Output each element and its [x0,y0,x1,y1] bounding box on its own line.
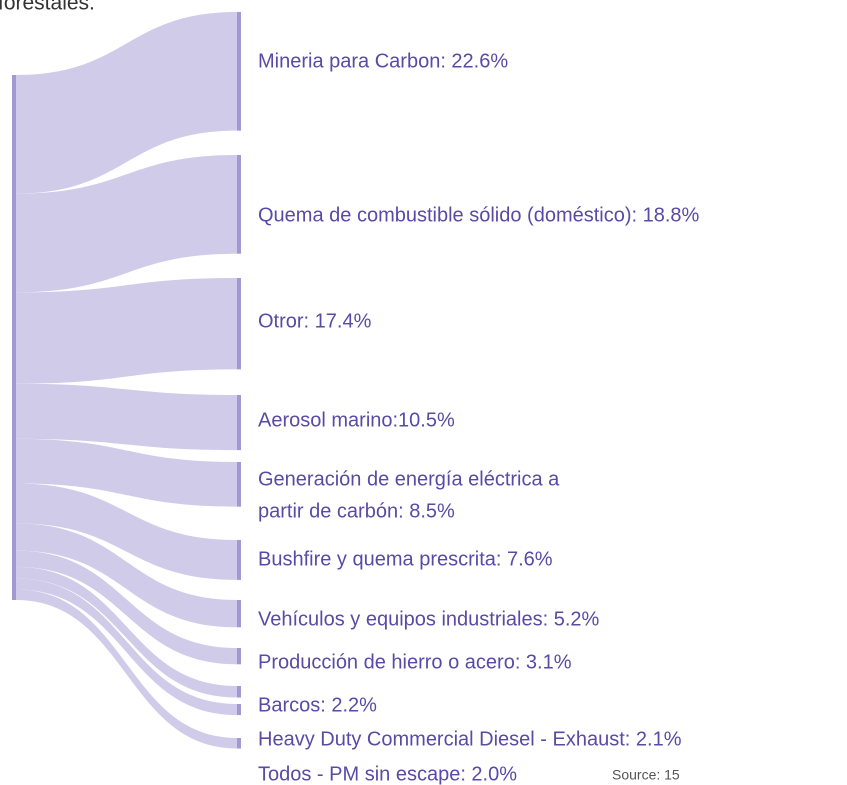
target-node [237,600,241,628]
node-label: Todos - PM sin escape: 2.0% [258,763,517,785]
node-label: Heavy Duty Commercial Diesel - Exhaust: … [258,728,682,750]
node-label: Barcos: 2.2% [258,694,377,716]
node-label: Producción de hierro o acero: 3.1% [258,651,572,673]
target-node [237,155,241,254]
flow [16,383,237,451]
target-node [237,704,241,716]
intro-text: forestales. [0,0,95,15]
flow [16,438,237,507]
flow [16,589,237,749]
node-label: Bushfire y quema prescrita: 7.6% [258,548,553,570]
flow [16,278,237,384]
target-node [237,278,241,370]
flow [16,550,237,665]
node-label: partir de carbón: 8.5% [258,500,455,522]
target-node [237,540,241,580]
flow [16,12,237,194]
flow [16,566,237,698]
node-label: Vehículos y equipos industriales: 5.2% [258,608,600,630]
source-note: Source: 15 [612,767,680,783]
node-label: Mineria para Carbon: 22.6% [258,50,508,72]
target-node [237,738,241,749]
source-node [12,75,16,600]
node-label: Aerosol marino:10.5% [258,409,455,431]
flow [16,155,237,293]
target-node [237,395,241,451]
node-label: Generación de energía eléctrica a [258,468,560,490]
flow [16,483,237,580]
node-label: Otror: 17.4% [258,310,372,332]
target-node [237,12,241,131]
flow [16,523,237,628]
flow [16,578,237,716]
node-label: Quema de combustible sólido (doméstico):… [258,204,700,226]
target-node [237,462,241,507]
target-node [237,648,241,665]
target-node [237,686,241,698]
